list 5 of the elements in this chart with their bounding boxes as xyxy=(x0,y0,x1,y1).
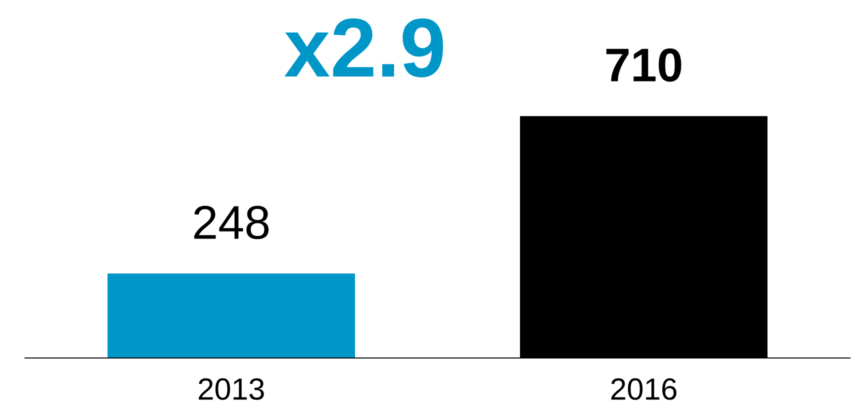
x-tick-label: 2013 xyxy=(198,378,264,400)
x-tick-label: 2016 xyxy=(611,378,676,400)
text: x2.9 xyxy=(284,18,444,78)
data-label: 710 xyxy=(606,48,682,82)
data-label: 248 xyxy=(194,206,269,240)
